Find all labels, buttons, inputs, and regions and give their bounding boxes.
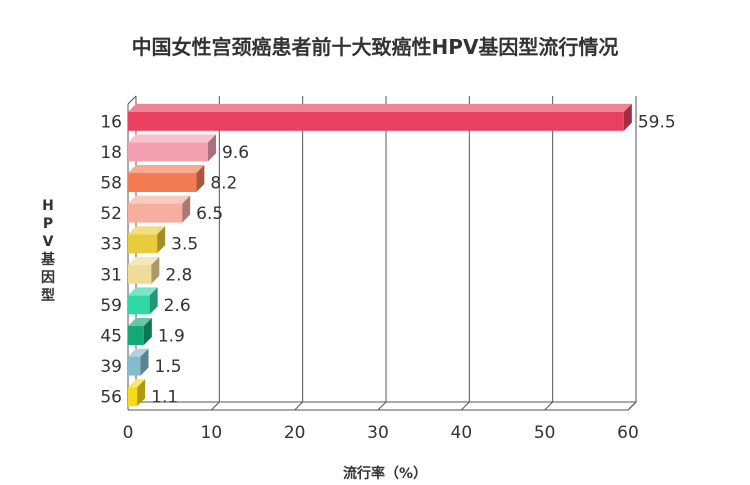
bar-top <box>128 103 632 112</box>
bar-top <box>128 379 146 388</box>
x-tick-label: 40 <box>451 423 473 443</box>
bar-end <box>149 287 158 315</box>
bar-top <box>128 256 160 265</box>
bar <box>128 356 141 376</box>
x-tick-label: 50 <box>534 423 556 443</box>
category-label: 18 <box>100 143 122 163</box>
category-label: 33 <box>100 235 122 255</box>
floor-right-edge <box>627 401 637 411</box>
gridline-floor <box>377 401 387 411</box>
category-label: 56 <box>100 388 122 408</box>
bar-end <box>157 226 166 254</box>
bar <box>128 173 197 192</box>
bar-top <box>128 195 191 204</box>
bar-end <box>151 256 160 284</box>
bar <box>128 234 158 254</box>
bar-end <box>623 103 632 131</box>
gridline-floor <box>210 401 220 411</box>
bar <box>128 111 624 131</box>
grid-lines <box>210 96 637 411</box>
bar-top <box>128 318 152 327</box>
bar-end <box>196 165 205 192</box>
bars <box>128 103 632 407</box>
value-label: 1.5 <box>155 357 182 377</box>
bar-end <box>137 379 146 407</box>
x-tick-label: 30 <box>367 423 389 443</box>
category-label: 39 <box>100 357 122 377</box>
value-label: 3.5 <box>171 235 198 255</box>
gridline-floor <box>460 401 470 411</box>
bar-top <box>128 165 205 174</box>
bar-end <box>140 348 149 376</box>
x-tick-label: 10 <box>201 423 223 443</box>
bar-top <box>128 134 216 143</box>
category-label: 45 <box>100 327 122 347</box>
x-axis-title: 流行率（%） <box>343 465 427 482</box>
value-label: 2.8 <box>165 265 192 285</box>
value-label: 8.2 <box>210 174 237 194</box>
bar-top <box>128 226 166 235</box>
bar-top <box>128 287 158 296</box>
value-label: 6.5 <box>196 204 223 224</box>
x-tick-label: 60 <box>617 423 639 443</box>
y-axis-title: H P V 基因型 <box>41 198 56 304</box>
bar <box>128 264 152 284</box>
bar <box>128 295 150 315</box>
category-label: 16 <box>100 112 122 132</box>
gridline-floor <box>544 401 554 411</box>
gridline-floor <box>294 401 304 411</box>
x-tick-label: 20 <box>284 423 306 443</box>
bar <box>128 203 183 223</box>
bar <box>128 387 138 407</box>
chart-title: 中国女性宫颈癌患者前十大致癌性HPV基因型流行情况 <box>132 35 619 59</box>
bar <box>128 326 144 345</box>
bar-end <box>143 318 152 345</box>
value-label: 1.9 <box>158 327 185 347</box>
x-tick-label: 0 <box>123 423 134 443</box>
bar-top <box>128 348 149 357</box>
category-label: 59 <box>100 296 122 316</box>
value-label: 1.1 <box>151 388 178 408</box>
category-label: 52 <box>100 204 122 224</box>
value-label: 2.6 <box>164 296 191 316</box>
category-label: 58 <box>100 174 122 194</box>
category-label: 31 <box>100 265 122 285</box>
bar-end <box>182 195 191 223</box>
side-wall-top <box>127 95 137 105</box>
value-label: 9.6 <box>222 143 249 163</box>
bar <box>128 142 208 162</box>
labels: 0 10 20 30 40 50 60 16 59.5 18 9.6 58 8.2 52 6.5 33 3.5 3… <box>100 112 675 443</box>
bar-end <box>208 134 216 162</box>
value-label: 59.5 <box>638 112 676 132</box>
